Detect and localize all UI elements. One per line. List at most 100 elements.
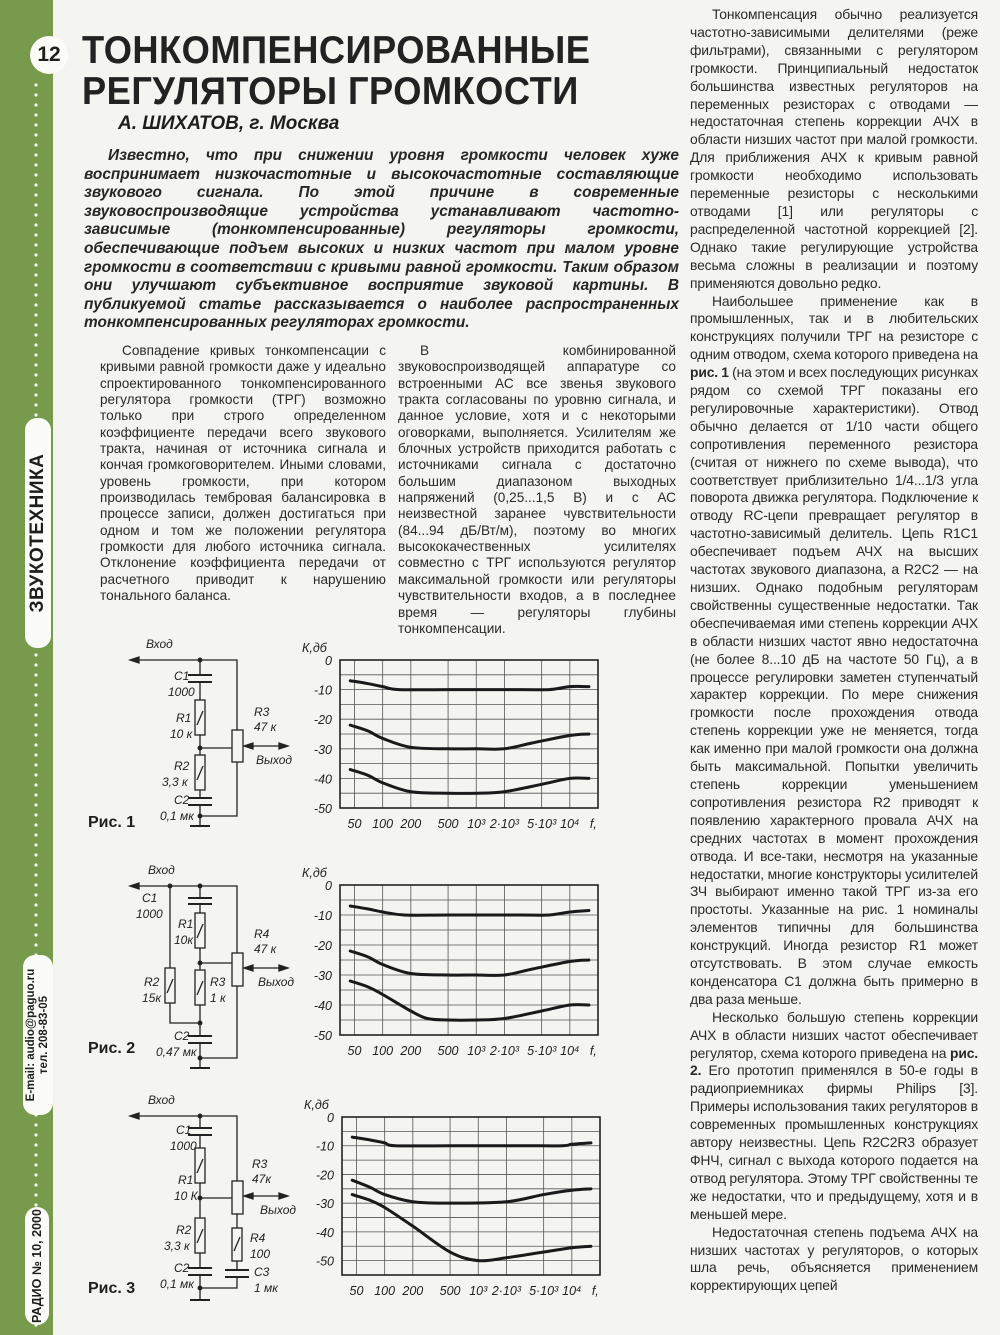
y-tick-label: -40 — [314, 772, 332, 786]
text: Наибольшее применение как в промышленных… — [690, 292, 978, 363]
wiper-arrow-icon — [241, 742, 291, 750]
r1-label: R1 — [178, 917, 193, 931]
contact-label: E-mail: audio@paguo.ru тел. 208-83-05 — [23, 955, 53, 1115]
c2-label: C2 — [174, 793, 190, 807]
r1-value: 10 к — [170, 727, 194, 741]
c1-label: C1 — [142, 891, 157, 905]
paragraph: Тонкомпенсация обычно реализуется частот… — [690, 6, 978, 291]
y-tick-label: -30 — [316, 1197, 334, 1211]
chart-fig3: 0 -10 -20 -30 -40 -50 50 100 200 500 10³ 2·10³ 5·10³… — [304, 1098, 602, 1298]
input-label: Вход — [148, 1093, 175, 1107]
response-curve — [350, 1193, 593, 1263]
paragraph: Совпадение кривых тонкомпенсации с кривы… — [100, 343, 386, 604]
response-curve — [348, 979, 591, 1022]
resistor-r3 — [194, 969, 206, 1006]
article-title: ТОНКОМПЕНСИРОВАННЫЕ РЕГУЛЯТОРЫ ГРОМКОСТИ — [82, 30, 590, 112]
r2-label: R2 — [176, 1223, 192, 1237]
response-curve — [348, 768, 591, 795]
x-axis-label: f, Гц — [590, 1044, 600, 1058]
r2-value: 3,3 к — [162, 775, 189, 789]
paragraph: Несколько большую степень коррекции АЧХ … — [690, 1009, 978, 1224]
response-curve — [348, 949, 591, 977]
figure-ref: рис. 1 — [690, 364, 729, 381]
x-tick-label: 200 — [401, 1284, 423, 1298]
potentiometer-r4 — [231, 952, 244, 987]
response-curve — [348, 723, 591, 751]
y-tick-label: -20 — [314, 713, 332, 727]
paragraph: В комбинированной звуковоспроизводящей а… — [398, 343, 676, 636]
y-tick-label: -30 — [314, 743, 332, 757]
r3-label: R3 — [254, 705, 270, 719]
section-name: ЗВУКОТЕХНИКА — [27, 453, 48, 613]
text: Несколько большую степень коррекции АЧХ … — [690, 1008, 978, 1061]
y-tick-label: -50 — [314, 802, 332, 816]
x-tick-label: 500 — [440, 1284, 461, 1298]
resistor-r1 — [194, 1147, 206, 1184]
resistor-r1 — [194, 912, 206, 949]
schematic-fig2: Вход C1 1000 R1 10к R2 15к R3 1 к C2 0,4… — [127, 863, 294, 1069]
output-label: Выход — [256, 753, 292, 767]
plot-frame — [339, 659, 599, 809]
title-line: РЕГУЛЯТОРЫ ГРОМКОСТИ — [82, 70, 579, 113]
x-tick-label: 200 — [399, 817, 421, 831]
resistor-r2 — [164, 967, 176, 1004]
r1-label: R1 — [178, 1173, 193, 1187]
x-tick-label: 2·10³ — [489, 817, 520, 831]
x-tick-label: 10⁴ — [560, 1044, 579, 1058]
r1-value: 10к — [174, 933, 194, 947]
x-tick-label: 5·10³ — [529, 1284, 559, 1298]
y-tick-label: -40 — [316, 1226, 334, 1240]
dotted-line — [34, 80, 38, 1330]
response-curve — [348, 679, 591, 692]
x-tick-label: 5·10³ — [527, 1044, 557, 1058]
r1-value: 10 К — [174, 1189, 199, 1203]
phone: тел. 208-83-05 — [38, 995, 50, 1075]
x-tick-label: 100 — [372, 817, 393, 831]
wiper-arrow-icon — [241, 1192, 291, 1200]
paragraph: Недостаточная степень подъема АЧХ на низ… — [690, 1223, 978, 1294]
r4-label: R4 — [254, 927, 270, 941]
input-label: Вход — [146, 637, 173, 651]
x-tick-label: 10³ — [467, 1044, 486, 1058]
x-tick-label: 2·10³ — [489, 1044, 520, 1058]
lead-paragraph: Известно, что при снижении уровня громко… — [84, 147, 679, 332]
c1-label: C1 — [174, 669, 189, 683]
text: (на этом и всех последующих рисунках ряд… — [690, 364, 979, 1007]
chart-fig2: 0 -10 -20 -30 -40 -50 50 100 200 500 10³ 2·10³ 5·10³… — [302, 866, 600, 1058]
x-tick-label: 100 — [372, 1044, 393, 1058]
resistor-r2 — [194, 1217, 206, 1254]
resistor-r1 — [194, 699, 206, 736]
paragraph: Наибольшее применение как в промышленных… — [690, 293, 978, 1009]
c1-value: 1000 — [136, 907, 163, 921]
chart-fig1: 0 -10 -20 -30 -40 -50 50 100 200 500 10³ 2·10³ 5·10³… — [302, 641, 600, 831]
text-column-2: В комбинированной звуковоспроизводящей а… — [398, 343, 676, 637]
c2-value: 0,47 мк — [156, 1045, 198, 1059]
y-tick-label: 0 — [325, 879, 332, 893]
response-curve — [350, 1135, 593, 1148]
r2-label: R2 — [174, 759, 190, 773]
r3-label: R3 — [210, 975, 226, 989]
figure-caption: Рис. 3 — [88, 1280, 136, 1297]
section-label: ЗВУКОТЕХНИКА — [25, 418, 51, 648]
byline: А. ШИХАТОВ, г. Москва — [118, 113, 340, 134]
x-tick-label: 100 — [374, 1284, 395, 1298]
r4-value: 47 к — [254, 942, 278, 956]
figure-ref: рис. 2. — [690, 1044, 978, 1079]
input-label: Вход — [148, 863, 175, 877]
x-tick-label: 2·10³ — [491, 1284, 522, 1298]
r3-value: 47 к — [254, 720, 278, 734]
r3-label: R3 — [252, 1157, 268, 1171]
r3-value: 47к — [252, 1172, 272, 1186]
c2-value: 0,1 мк — [160, 1277, 195, 1291]
y-tick-label: -20 — [314, 939, 332, 953]
x-tick-label: 500 — [438, 1044, 459, 1058]
potentiometer-r3 — [231, 729, 244, 763]
y-axis-label: К,дб — [302, 866, 328, 880]
x-tick-label: 50 — [348, 817, 362, 831]
output-label: Выход — [258, 975, 294, 989]
c2-value: 0,1 мк — [160, 809, 195, 823]
y-tick-label: -50 — [314, 1029, 332, 1043]
text-column-3: Тонкомпенсация обычно реализуется частот… — [690, 6, 978, 1295]
c3-value: 1 мк — [254, 1281, 279, 1295]
text: Его прототип применялся в 50-е годы в ра… — [690, 1062, 978, 1222]
